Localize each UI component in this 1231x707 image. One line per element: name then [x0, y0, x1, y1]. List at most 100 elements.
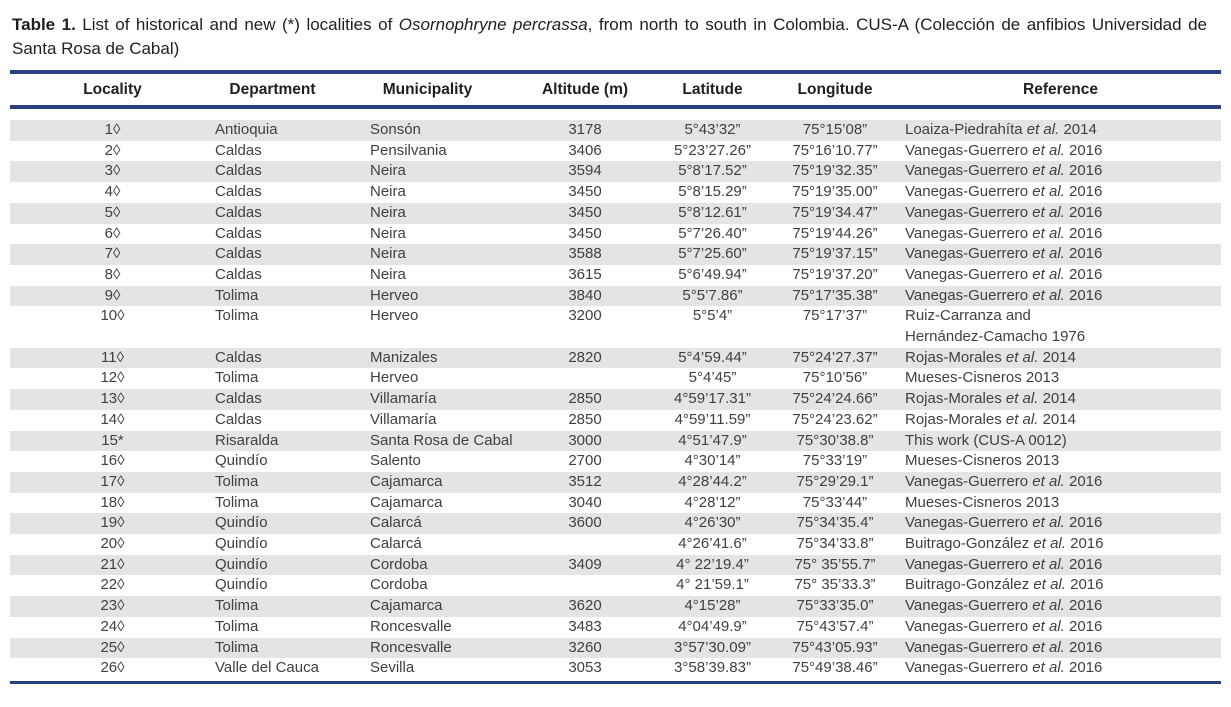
cell-department: Caldas	[215, 162, 262, 180]
reference-year: 2016	[1064, 245, 1103, 263]
table-body: 1◊ Antioquia Sonsón 3178 5°43’32” 75°15’…	[10, 120, 1221, 679]
cell-latitude: 5°7’25.60”	[678, 245, 747, 263]
cell-latitude: 4°04’49.9”	[678, 617, 747, 635]
reference-year: 2016	[1064, 617, 1103, 635]
cell-latitude: 3°58’39.83”	[674, 659, 751, 677]
reference-et-al: et al.	[1005, 410, 1039, 428]
reference-text: Vanegas-Guerrero	[905, 555, 1033, 573]
table-row: 13◊ Caldas Villamaría 2850 4°59’17.31” 7…	[10, 389, 1221, 410]
reference-year: 2016	[1064, 183, 1103, 201]
cell-department: Quindío	[215, 514, 268, 532]
reference-text: This work (CUS-A 0012)	[905, 431, 1067, 449]
cell-altitude: 3483	[568, 617, 602, 635]
cell-municipality: Sonsón	[370, 121, 421, 138]
cell-reference: Vanegas-Guerrero et al. 2016	[900, 203, 1221, 224]
cell-altitude: 3594	[568, 162, 602, 180]
table-row: 2◊ Caldas Pensilvania 3406 5°23’27.26” 7…	[10, 141, 1221, 162]
reference-text: Vanegas-Guerrero	[905, 141, 1033, 159]
cell-locality: 12◊	[100, 369, 125, 387]
table-row: 15* Risaralda Santa Rosa de Cabal 3000 4…	[10, 430, 1221, 452]
reference-year: 2016	[1064, 265, 1103, 283]
cell-latitude: 5°23’27.26”	[674, 141, 751, 159]
cell-department: Caldas	[215, 245, 262, 263]
cell-department: Quindío	[215, 452, 268, 470]
cell-department: Caldas	[215, 410, 262, 428]
cell-locality: 14◊	[100, 410, 125, 428]
reference-text: Rojas-Morales	[905, 390, 1006, 408]
table-row: 23◊ Tolima Cajamarca 3620 4°15’28” 75°33…	[10, 596, 1221, 617]
cell-department: Quindío	[215, 576, 268, 594]
cell-department: Quindío	[215, 535, 268, 553]
cell-reference: Vanegas-Guerrero et al. 2016	[900, 617, 1221, 638]
cell-longitude: 75°43’05.93”	[792, 638, 878, 656]
reference-text: Vanegas-Guerrero	[905, 638, 1033, 656]
cell-department: Caldas	[215, 390, 262, 408]
reference-et-al: et al.	[1032, 514, 1065, 532]
cell-altitude: 3200	[568, 307, 602, 325]
cell-latitude: 4°28’44.2”	[678, 472, 747, 490]
cell-department: Quindío	[215, 555, 268, 573]
cell-locality: 1◊	[104, 121, 121, 138]
table-row: 19◊ Quindío Calarcá 3600 4°26’30” 75°34’…	[10, 513, 1221, 535]
reference-et-al: et al.	[1032, 141, 1065, 159]
reference-et-al: et al.	[1032, 183, 1065, 201]
reference-et-al: et al.	[1032, 555, 1065, 573]
cell-longitude: 75°19’44.26”	[792, 224, 878, 242]
cell-reference: Rojas-Morales et al. 2014	[900, 410, 1221, 431]
reference-text: Vanegas-Guerrero	[905, 183, 1033, 201]
caption-species-name: Osornophryne percrassa	[398, 15, 588, 34]
reference-year: 2016	[1064, 514, 1103, 532]
cell-altitude: 3620	[568, 597, 602, 615]
cell-municipality: Neira	[370, 162, 406, 180]
cell-longitude: 75°33’35.0”	[796, 597, 874, 615]
cell-municipality: Cajamarca	[370, 493, 443, 511]
table-row: 26◊ Valle del Cauca Sevilla 3053 3°58’39…	[10, 658, 1221, 679]
reference-text: Ruiz-Carranza and Hernández-Camacho 1976	[905, 307, 1086, 346]
cell-altitude: 3615	[568, 265, 602, 283]
cell-latitude: 5°8’12.61”	[678, 203, 747, 221]
col-header-latitude: Latitude	[655, 72, 770, 109]
cell-locality: 9◊	[104, 286, 121, 304]
cell-altitude: 3450	[568, 203, 602, 221]
reference-et-al: et al.	[1005, 348, 1039, 366]
reference-year: 2016	[1064, 659, 1103, 677]
cell-latitude: 5°7’26.40”	[678, 224, 747, 242]
cell-reference: Vanegas-Guerrero et al. 2016	[900, 658, 1221, 679]
reference-text: Vanegas-Guerrero	[905, 659, 1033, 677]
cell-longitude: 75°33’19”	[802, 452, 868, 470]
reference-et-al: et al.	[1032, 659, 1065, 677]
cell-department: Tolima	[215, 617, 259, 635]
cell-locality: 20◊	[100, 535, 125, 553]
caption-text-before-species: List of historical and new (*) localitie…	[75, 15, 399, 34]
col-header-reference: Reference	[900, 72, 1221, 109]
cell-altitude: 2850	[568, 410, 602, 428]
cell-altitude	[515, 534, 655, 555]
cell-latitude: 5°4’59.44”	[678, 348, 747, 366]
cell-latitude: 5°8’17.52”	[678, 162, 747, 180]
cell-locality: 5◊	[104, 203, 121, 221]
cell-longitude: 75°34’33.8”	[796, 535, 874, 553]
cell-locality: 19◊	[100, 514, 125, 532]
cell-longitude: 75°24’23.62”	[792, 410, 878, 428]
cell-longitude: 75°34’35.4”	[796, 514, 874, 532]
table-row: 20◊ Quindío Calarcá 4°26’41.6” 75°34’33.…	[10, 534, 1221, 555]
cell-locality: 22◊	[100, 576, 125, 594]
reference-et-al: et al.	[1033, 576, 1066, 594]
reference-text: Vanegas-Guerrero	[905, 286, 1033, 304]
cell-reference: Vanegas-Guerrero et al. 2016	[900, 265, 1221, 286]
cell-locality: 21◊	[100, 555, 125, 573]
cell-municipality: Calarcá	[370, 535, 422, 553]
cell-altitude: 3406	[568, 141, 602, 159]
reference-et-al: et al.	[1026, 121, 1060, 138]
cell-department: Risaralda	[215, 431, 279, 449]
cell-municipality: Manizales	[370, 348, 438, 366]
cell-department: Antioquia	[215, 121, 278, 138]
col-header-longitude: Longitude	[770, 72, 900, 109]
footer-spacer	[10, 679, 1221, 683]
cell-altitude: 3450	[568, 183, 602, 201]
cell-municipality: Neira	[370, 245, 406, 263]
cell-longitude: 75°19’32.35”	[792, 162, 878, 180]
table-row: 25◊ Tolima Roncesvalle 3260 3°57’30.09” …	[10, 637, 1221, 659]
cell-locality: 2◊	[104, 141, 121, 159]
table-caption: Table 1. List of historical and new (*) …	[0, 0, 1219, 61]
